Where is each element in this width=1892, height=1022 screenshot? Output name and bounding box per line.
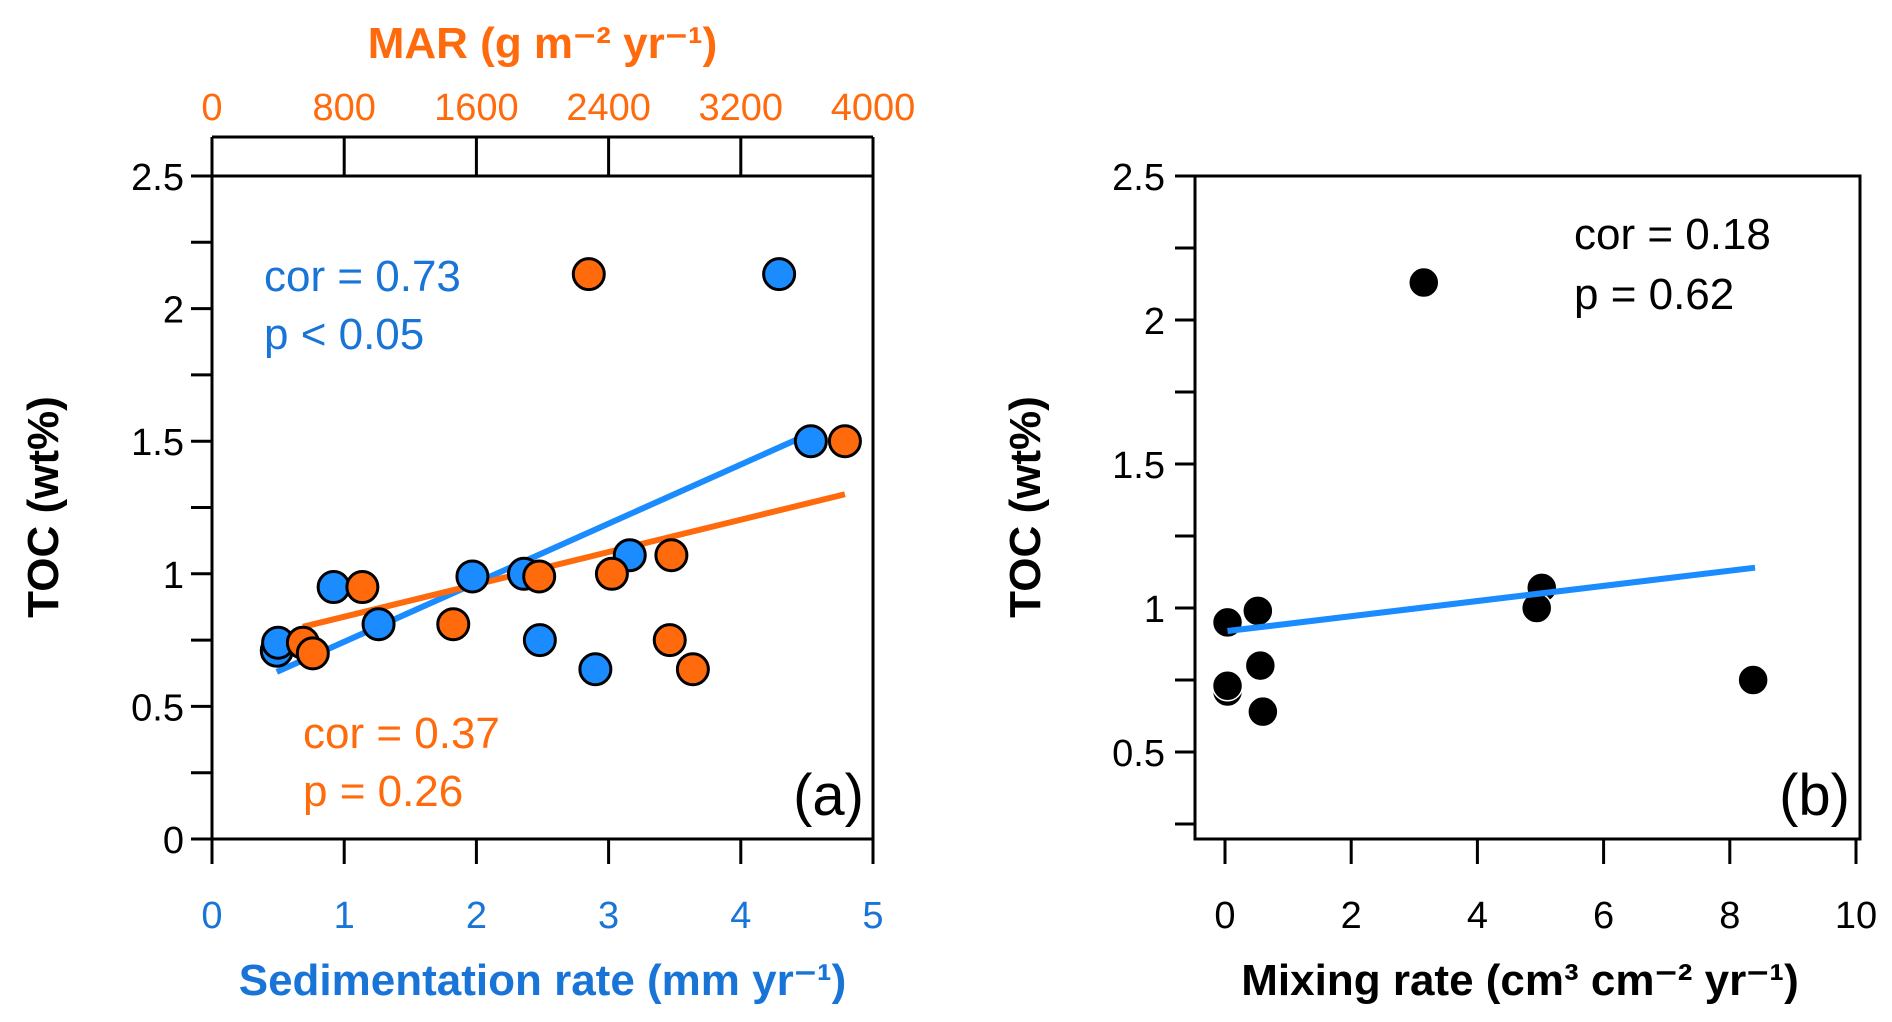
point-orange (295, 636, 330, 671)
y-tick-label-a: 1.5 (131, 422, 184, 464)
point-orange (345, 570, 380, 605)
x-tick-label-b: 8 (1719, 895, 1740, 937)
y-tick-label-b: 2 (1144, 301, 1165, 343)
annotation-p-blue: p < 0.05 (264, 310, 424, 359)
x2-tick-label-a: 0 (201, 87, 222, 129)
x2-axis-title-a: MAR (g m⁻² yr⁻¹) (368, 19, 718, 68)
point-orange (827, 424, 862, 459)
x-tick-label-a: 3 (598, 895, 619, 937)
point-black (1247, 695, 1279, 728)
point-orange (652, 623, 687, 658)
y-tick-label-a: 0 (163, 820, 184, 862)
point-black (1408, 266, 1440, 299)
point-blue (316, 570, 351, 605)
y-tick-label-b: 0.5 (1112, 733, 1165, 775)
x2-tick-label-a: 3200 (699, 87, 784, 129)
point-blue (762, 257, 797, 292)
x2-tick-label-a: 800 (312, 87, 375, 129)
point-blue (455, 559, 490, 594)
x2-tick-label-a: 4000 (831, 87, 916, 129)
point-orange (594, 556, 629, 591)
plot-frame-b (1193, 174, 1862, 841)
point-orange (436, 607, 471, 642)
x2-tick-label-a: 1600 (434, 87, 519, 129)
annotation-cor-blue: cor = 0.73 (264, 252, 461, 301)
x-tick-label-b: 4 (1467, 895, 1488, 937)
y-tick-label-b: 1.5 (1112, 445, 1165, 487)
point-blue (361, 607, 396, 642)
y-tick-label-b: 2.5 (1112, 157, 1165, 199)
panel-label-a: (a) (793, 763, 864, 828)
x-tick-label-a: 4 (730, 895, 751, 937)
point-orange (571, 257, 606, 292)
x-tick-label-a: 1 (334, 895, 355, 937)
point-black (1737, 664, 1769, 696)
annotation-p-orange: p = 0.26 (303, 767, 463, 816)
y-axis-title-a: TOC (wt%) (19, 396, 68, 618)
x-tick-label-b: 0 (1214, 895, 1235, 937)
point-black (1242, 595, 1274, 627)
y-tick-label-a: 2.5 (131, 157, 184, 199)
y-tick-label-b: 1 (1144, 589, 1165, 631)
panel-label-b: (b) (1779, 763, 1850, 828)
x-tick-label-a: 0 (201, 895, 222, 937)
x-tick-label-b: 6 (1593, 895, 1614, 937)
annotation-cor-orange: cor = 0.37 (303, 709, 500, 758)
x-tick-label-b: 10 (1835, 895, 1877, 937)
point-blue (793, 424, 828, 459)
y-axis-title-b: TOC (wt%) (1001, 396, 1050, 618)
annotation-cor-b: cor = 0.18 (1574, 210, 1771, 259)
x-axis-title-a: Sedimentation rate (mm yr⁻¹) (239, 956, 847, 1005)
y-tick-label-a: 1 (163, 555, 184, 597)
x-tick-label-a: 2 (466, 895, 487, 937)
point-black (1244, 649, 1277, 682)
x-axis-title-b: Mixing rate (cm³ cm⁻² yr⁻¹) (1241, 956, 1798, 1005)
point-orange (654, 538, 689, 573)
point-black (1211, 606, 1244, 639)
point-orange (522, 559, 557, 594)
y-tick-label-a: 2 (163, 290, 184, 332)
point-blue (578, 652, 613, 687)
point-orange (675, 652, 710, 687)
fit-line-b (1227, 564, 1756, 635)
x-tick-label-a: 5 (862, 895, 883, 937)
y-tick-label-a: 0.5 (131, 687, 184, 729)
x2-tick-label-a: 2400 (566, 87, 651, 129)
fit-line-orange (302, 491, 846, 630)
x-tick-label-b: 2 (1341, 895, 1362, 937)
annotation-p-b: p = 0.62 (1574, 270, 1734, 319)
point-black (1211, 670, 1244, 702)
point-blue (522, 623, 557, 658)
